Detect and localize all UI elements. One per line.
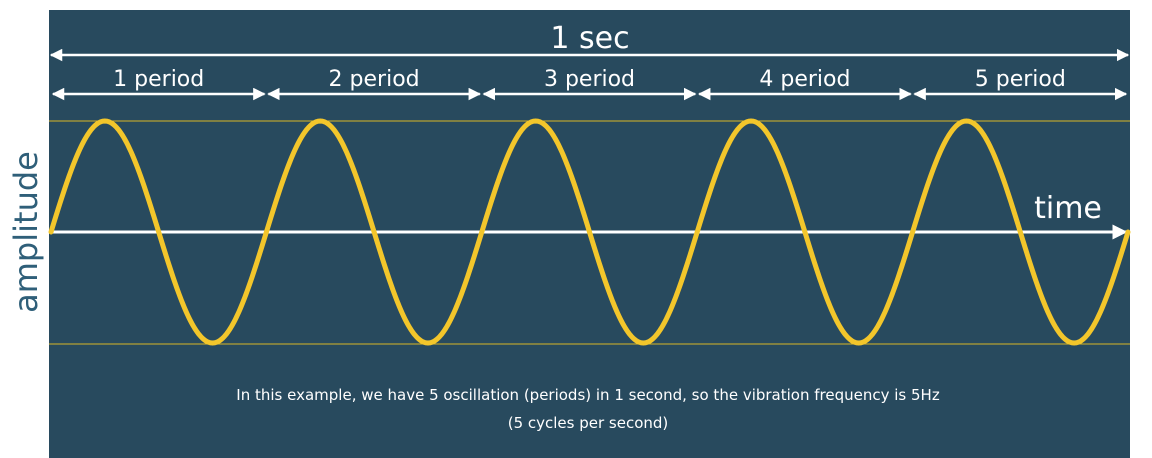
time-axis-label: time xyxy=(1034,191,1102,226)
period-label: 4 period xyxy=(759,67,850,92)
period-markers: 1 period 2 period 3 period 4 period 5 period xyxy=(51,67,1128,101)
caption-line-1: In this example, we have 5 oscillation (… xyxy=(236,386,940,404)
sine-wave xyxy=(48,118,1131,346)
period-label: 1 period xyxy=(113,67,204,92)
caption-line-2: (5 cycles per second) xyxy=(508,414,669,432)
amplitude-axis-label: amplitude xyxy=(7,151,45,313)
period-label: 5 period xyxy=(975,67,1066,92)
period-label: 2 period xyxy=(329,67,420,92)
total-duration-label: 1 sec xyxy=(550,21,629,56)
period-label: 3 period xyxy=(544,67,635,92)
